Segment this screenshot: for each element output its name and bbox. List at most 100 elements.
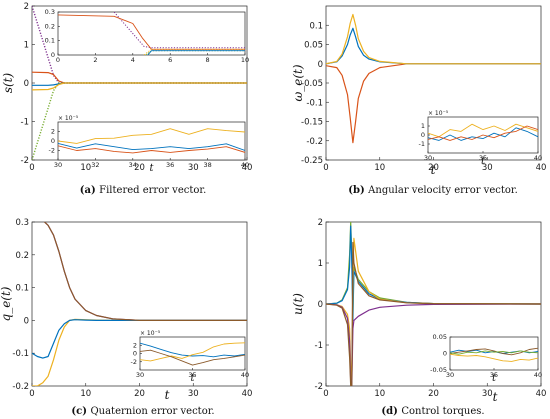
- panel-b-inset-0: 30 35 40 10-1 × 10⁻⁵ t: [419, 110, 543, 167]
- panel-d-inset-0-ytick-label-1: 0: [443, 350, 447, 358]
- panel-d-caption-tag: (d): [381, 406, 401, 417]
- panel-a-inset-1-series-red-2: [58, 145, 245, 154]
- panel-d-xtick-label-0: 0: [323, 389, 328, 399]
- panel-b-inset-0-ytick-label-0: 1: [421, 122, 425, 130]
- panel-a-inset-1-ytick-label-0: 2: [51, 128, 55, 136]
- panel-d-inset-0-xtick-label-2: 40: [534, 371, 542, 379]
- panel-a-series-yellow-4: [32, 82, 247, 91]
- panel-a-xtick-label-3: 30: [188, 163, 199, 173]
- panel-c-ytick-label-2: 0.1: [15, 284, 29, 294]
- panel-b-ytick-label-3: -0.05: [301, 79, 323, 89]
- panel-c-ytick-label-4: -0.1: [12, 349, 29, 359]
- panel-b: 0 10 20 30 400.10.050-0.05-0.1-0.15-0.2-0.25…: [291, 5, 546, 196]
- panel-c-ytick-label-0: 0.3: [15, 218, 29, 228]
- panel-b-series-group: [326, 13, 541, 144]
- panel-c-caption-text: Quaternion error vector.: [90, 406, 214, 417]
- panel-b-inset-0-series-blue-1: [428, 127, 538, 141]
- panel-c-caption: (c) Quaternion error vector.: [71, 406, 214, 417]
- panel-a-inset-1-xlabel: t: [149, 163, 154, 174]
- panel-a-inset-1-frame: [57, 121, 246, 161]
- panel-a-inset-1-xtick-label-5: 40: [241, 161, 249, 169]
- panel-a-caption: (a) Filtered error vector.: [80, 185, 207, 196]
- panel-d-xlabel: t: [493, 390, 498, 404]
- panel-a-inset-0-series-purple-0: [113, 12, 245, 49]
- panel-b-ytick-label-4: -0.1: [306, 98, 323, 108]
- panel-c-xtick-label-2: 20: [134, 389, 145, 399]
- panel-b-caption: (b) Angular velocity error vector.: [348, 185, 518, 196]
- panel-d-inset-0-xlabel: t: [492, 373, 497, 384]
- panel-d-inset-0-xtick-label-0: 30: [446, 371, 454, 379]
- panel-d-ytick-label-4: -2: [315, 382, 323, 392]
- panel-b-series-yellow-2: [326, 13, 541, 65]
- panel-a-inset-0-xtick-label-0: 0: [56, 56, 60, 64]
- panel-a-inset-1-series-yellow-0: [58, 128, 245, 144]
- panel-a-caption-tag: (a): [80, 185, 99, 196]
- panel-a-inset-1-ytick-label-1: 0: [51, 137, 55, 145]
- panel-a-ytick-label-2: 0: [24, 79, 29, 89]
- panel-a-ytick-label-3: -1: [21, 118, 29, 128]
- panel-b-inset-0-ytick-label-1: 0: [421, 131, 425, 139]
- panel-d-ytick-label-0: 2: [318, 218, 323, 228]
- panel-c-inset-0-xtick-label-0: 30: [136, 371, 144, 379]
- panel-a-xtick-label-1: 10: [80, 163, 91, 173]
- panel-c-inset-0-exponent: × 10⁻⁵: [140, 330, 161, 337]
- panel-b-xlabel: t: [431, 163, 436, 177]
- panel-b-ytick-label-6: -0.2: [306, 137, 323, 147]
- panel-a-inset-1-exponent: × 10⁻⁵: [58, 115, 79, 122]
- panel-a-inset-0-series-yellow-2: [143, 48, 245, 55]
- panel-b-xtick-label-0: 0: [323, 163, 328, 173]
- panel-d-ytick-label-2: 0: [318, 300, 323, 310]
- panel-d-xtick-label-2: 20: [428, 389, 439, 399]
- panel-c-inset-0-series-group: [140, 342, 245, 366]
- panel-a-ylabel: s(t): [1, 73, 15, 94]
- panel-a-caption-text: Filtered error vector.: [99, 185, 206, 196]
- panel-c-series-brown-3: [43, 222, 247, 321]
- panel-d-inset-0: 30 35 40 0.05 0 -0.05 t: [430, 333, 542, 384]
- panel-a-inset-1-xtick-label-1: 32: [91, 161, 99, 169]
- panel-c-inset-0-xtick-label-1: 35: [188, 371, 196, 379]
- panel-a-inset-0-frame: [57, 11, 246, 56]
- panel-c-xlabel: t: [165, 388, 170, 402]
- panel-a-ytick-label-0: 2: [24, 2, 29, 12]
- panel-b-inset-0-series-group: [428, 123, 538, 141]
- panel-d-xtick-label-1: 10: [374, 389, 385, 399]
- panel-c-caption-tag: (c): [71, 406, 90, 417]
- panel-a-inset-0-xtick-label-5: 10: [241, 56, 249, 64]
- panel-b-inset-0-xlabel: t: [481, 156, 486, 167]
- panel-c-xtick-label-1: 10: [80, 389, 91, 399]
- panel-d-ytick-label-3: -1: [315, 341, 323, 351]
- panel-b-inset-0-series-yellow-0: [428, 123, 538, 138]
- panel-c-inset-0-ytick-label-0: 2: [133, 341, 137, 349]
- panel-b-series-red-0: [326, 63, 541, 144]
- panel-a-inset-0-ytick-label-0: 0.3: [45, 8, 55, 16]
- panel-a-inset-0-series-red-1: [58, 14, 245, 50]
- panel-b-inset-0-exponent: × 10⁻⁵: [428, 110, 449, 117]
- panel-a-xtick-label-0: 0: [29, 163, 34, 173]
- panel-c-inset-0-xtick-label-2: 40: [241, 371, 249, 379]
- panel-c-inset-0-ytick-label-1: 0: [133, 350, 137, 358]
- panel-a-inset-0-ytick-label-1: 0.2: [45, 22, 55, 30]
- panel-b-ytick-label-5: -0.15: [301, 118, 323, 128]
- panel-a-inset-1: 30 32 34 36 38 40 20 -2 × 10⁻⁵ t: [49, 115, 250, 174]
- panel-a-ytick-label-1: 1: [24, 41, 29, 51]
- panel-d-ytick-label-1: 1: [318, 259, 323, 269]
- panel-d-inset-0-series-yellow-2: [450, 353, 538, 362]
- panel-b-xtick-label-3: 30: [482, 163, 493, 173]
- panel-d-xtick-label-4: 40: [536, 389, 547, 399]
- panel-a-inset-0-xtick-label-2: 4: [131, 56, 135, 64]
- panel-a-inset-1-ytick-label-2: -2: [49, 147, 55, 155]
- panel-d-series-brown-4: [326, 241, 541, 386]
- panel-a-inset-0-xtick-label-4: 8: [206, 56, 210, 64]
- panel-b-ytick-label-0: 0.1: [309, 21, 323, 31]
- panel-a-inset-1-xtick-label-0: 30: [54, 161, 62, 169]
- panel-d-inset-0-ytick-label-2: -0.05: [430, 366, 447, 374]
- panel-c-series-group: [32, 222, 247, 386]
- panel-c-ytick-label-1: 0.2: [15, 251, 29, 261]
- panel-d-inset-0-series-group: [450, 347, 538, 362]
- panel-b-inset-0-xtick-label-1: 35: [479, 154, 487, 162]
- panel-a-ytick-label-4: -2: [21, 156, 29, 166]
- panel-d-inset-0-xtick-label-1: 35: [490, 371, 498, 379]
- panel-b-xtick-label-1: 10: [374, 163, 385, 173]
